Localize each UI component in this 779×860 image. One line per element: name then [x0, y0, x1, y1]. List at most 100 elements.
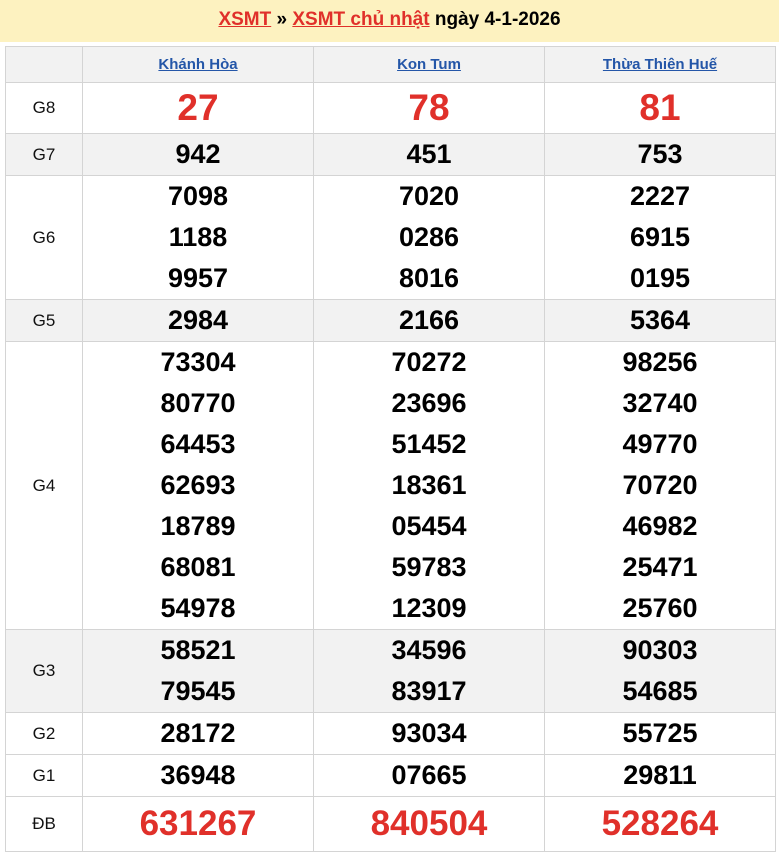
province-link[interactable]: Thừa Thiên Huế — [602, 56, 718, 73]
prize-number: 81 — [639, 87, 681, 128]
prize-label: G7 — [5, 133, 83, 176]
prize-label: G4 — [5, 341, 83, 630]
prize-row-g4: G4 73304 80770 64453 62693 18789 68081 54978 702… — [5, 341, 776, 630]
prize-number: 68081 — [160, 552, 236, 582]
prize-number: 36948 — [160, 760, 236, 790]
prize-number: 0195 — [629, 263, 691, 293]
prize-number: 5364 — [629, 305, 691, 335]
prize-row-g6: G6 7098 1188 9957 7020 0286 8016 2227 6915 0195 — [5, 175, 776, 300]
prize-row-g1: G1 36948 07665 29811 — [5, 754, 776, 797]
prize-cell: 451 — [313, 133, 545, 176]
prize-cell: 631267 — [82, 796, 314, 852]
prize-row-g8: G8 27 78 81 — [5, 82, 776, 134]
prize-cell: 98256 32740 49770 70720 46982 25471 25760 — [544, 341, 776, 630]
prize-number: 7020 — [398, 181, 460, 211]
prize-row-đb: ĐB 631267 840504 528264 — [5, 796, 776, 852]
prize-label: G8 — [5, 82, 83, 134]
prize-number: 25760 — [622, 593, 698, 623]
prize-number: 93034 — [391, 718, 467, 748]
prize-number: 59783 — [391, 552, 467, 582]
prize-number: 90303 — [622, 635, 698, 665]
prize-number: 55725 — [622, 718, 698, 748]
xsmt-sunday-link[interactable]: XSMT chủ nhật — [292, 9, 430, 30]
prize-cell: 70272 23696 51452 18361 05454 59783 12309 — [313, 341, 545, 630]
prize-label: G3 — [5, 629, 83, 713]
prize-number: 451 — [406, 139, 452, 169]
prize-number: 753 — [637, 139, 683, 169]
prize-cell: 2227 6915 0195 — [544, 175, 776, 300]
prize-number: 51452 — [391, 429, 467, 459]
date-text: ngày 4-1-2026 — [429, 9, 561, 30]
province-link[interactable]: Khánh Hòa — [158, 56, 238, 73]
page-title: XSMT » XSMT chủ nhật ngày 4-1-2026 — [0, 0, 779, 42]
prize-row-g5: G5 2984 2166 5364 — [5, 299, 776, 342]
prize-cell: 78 — [313, 82, 545, 134]
province-header: Thừa Thiên Huế — [544, 46, 776, 83]
prize-number: 54978 — [160, 593, 236, 623]
prize-cell: 55725 — [544, 712, 776, 755]
prize-number: 78 — [408, 87, 450, 128]
prize-number: 70272 — [391, 347, 467, 377]
prize-number: 64453 — [160, 429, 236, 459]
prize-number: 12309 — [391, 593, 467, 623]
province-header: Khánh Hòa — [82, 46, 314, 83]
prize-number: 1188 — [168, 222, 228, 252]
prize-label: G2 — [5, 712, 83, 755]
prize-number: 7098 — [167, 181, 229, 211]
prize-number: 80770 — [160, 388, 236, 418]
province-header: Kon Tum — [313, 46, 545, 83]
prize-cell: 07665 — [313, 754, 545, 797]
prize-number: 631267 — [139, 804, 257, 843]
prize-label: ĐB — [5, 796, 83, 852]
prize-label: G6 — [5, 175, 83, 300]
prize-row-g3: G3 58521 79545 34596 83917 90303 54685 — [5, 629, 776, 713]
prize-cell: 28172 — [82, 712, 314, 755]
breadcrumb-separator: » — [271, 9, 293, 30]
prize-number: 46982 — [622, 511, 698, 541]
prize-number: 2227 — [629, 181, 691, 211]
prize-cell: 27 — [82, 82, 314, 134]
prize-cell: 2166 — [313, 299, 545, 342]
prize-cell: 81 — [544, 82, 776, 134]
prize-number: 942 — [175, 139, 221, 169]
province-link[interactable]: Kon Tum — [397, 56, 461, 73]
prize-number: 62693 — [160, 470, 236, 500]
prize-cell: 7020 0286 8016 — [313, 175, 545, 300]
prize-number: 73304 — [160, 347, 236, 377]
prize-number: 0286 — [398, 222, 460, 252]
prize-number: 83917 — [391, 676, 467, 706]
prize-number: 05454 — [391, 511, 467, 541]
prize-number: 25471 — [622, 552, 698, 582]
prize-number: 2166 — [398, 305, 460, 335]
prize-number: 34596 — [391, 635, 467, 665]
results-table: Khánh Hòa Kon Tum Thừa Thiên Huế G8 27 78 8… — [5, 46, 776, 852]
prize-cell: 942 — [82, 133, 314, 176]
prize-number: 27 — [177, 87, 219, 128]
prize-number: 32740 — [622, 388, 698, 418]
prize-number: 79545 — [160, 676, 236, 706]
prize-number: 29811 — [623, 760, 697, 790]
prize-number: 528264 — [601, 804, 719, 843]
prize-cell: 29811 — [544, 754, 776, 797]
prize-number: 23696 — [391, 388, 467, 418]
prize-row-g7: G7 942 451 753 — [5, 133, 776, 176]
prize-cell: 840504 — [313, 796, 545, 852]
prize-cell: 93034 — [313, 712, 545, 755]
prize-number: 98256 — [622, 347, 698, 377]
prize-cell: 34596 83917 — [313, 629, 545, 713]
prize-number: 6915 — [629, 222, 691, 252]
prize-cell: 36948 — [82, 754, 314, 797]
prize-number: 58521 — [160, 635, 236, 665]
prize-number: 54685 — [622, 676, 698, 706]
prize-cell: 90303 54685 — [544, 629, 776, 713]
prize-cell: 753 — [544, 133, 776, 176]
prize-number: 28172 — [160, 718, 236, 748]
prize-number: 2984 — [167, 305, 229, 335]
province-header-row: Khánh Hòa Kon Tum Thừa Thiên Huế — [5, 46, 776, 83]
prize-number: 49770 — [622, 429, 698, 459]
empty-header — [5, 46, 83, 83]
prize-number: 8016 — [398, 263, 460, 293]
prize-label: G5 — [5, 299, 83, 342]
xsmt-link[interactable]: XSMT — [218, 9, 272, 30]
prize-number: 07665 — [391, 760, 467, 790]
